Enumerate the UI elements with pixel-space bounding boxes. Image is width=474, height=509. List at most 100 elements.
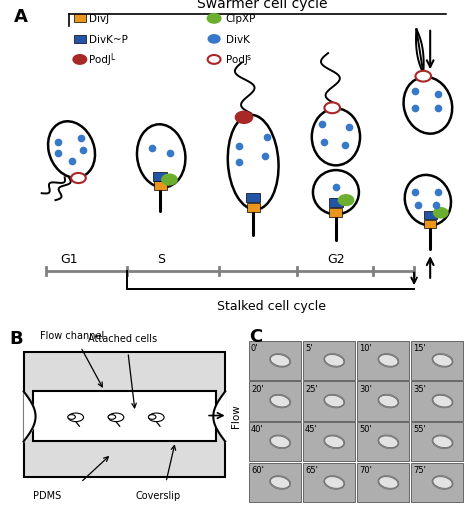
Circle shape <box>434 209 447 218</box>
Ellipse shape <box>108 415 116 419</box>
Text: 5': 5' <box>305 343 312 352</box>
FancyBboxPatch shape <box>303 463 355 502</box>
Text: G2: G2 <box>327 252 345 266</box>
Text: DivK~P: DivK~P <box>89 35 128 45</box>
FancyBboxPatch shape <box>303 341 355 380</box>
Ellipse shape <box>403 78 452 134</box>
Text: ClpXP: ClpXP <box>226 14 256 24</box>
Ellipse shape <box>271 395 290 407</box>
Bar <box>424 211 437 220</box>
Text: 15': 15' <box>413 343 426 352</box>
Bar <box>246 193 260 203</box>
FancyBboxPatch shape <box>411 382 464 421</box>
Text: 75': 75' <box>413 465 426 474</box>
Text: 55': 55' <box>413 425 426 434</box>
Circle shape <box>324 103 340 114</box>
Text: S: S <box>157 252 165 266</box>
Ellipse shape <box>149 413 164 422</box>
Ellipse shape <box>433 395 452 407</box>
Text: 65': 65' <box>305 465 318 474</box>
Ellipse shape <box>271 355 290 366</box>
Text: DivK: DivK <box>226 35 249 45</box>
Text: C: C <box>249 328 262 346</box>
Ellipse shape <box>325 355 344 366</box>
Text: Attached cells: Attached cells <box>88 333 157 344</box>
FancyBboxPatch shape <box>303 422 355 462</box>
Text: 50': 50' <box>359 425 372 434</box>
Ellipse shape <box>433 436 452 448</box>
Ellipse shape <box>68 413 83 422</box>
Bar <box>154 173 167 182</box>
Circle shape <box>236 112 252 124</box>
Ellipse shape <box>271 477 290 488</box>
Text: B: B <box>9 329 23 347</box>
FancyBboxPatch shape <box>411 463 464 502</box>
Bar <box>74 15 86 23</box>
Ellipse shape <box>405 176 451 226</box>
Ellipse shape <box>325 395 344 407</box>
Circle shape <box>339 195 354 206</box>
Text: 10': 10' <box>359 343 372 352</box>
FancyBboxPatch shape <box>357 341 410 380</box>
Text: Flow channel: Flow channel <box>40 330 105 340</box>
Text: 40': 40' <box>251 425 264 434</box>
Circle shape <box>71 174 86 184</box>
FancyBboxPatch shape <box>411 422 464 462</box>
Text: DivJ: DivJ <box>89 14 109 24</box>
FancyBboxPatch shape <box>33 392 216 441</box>
Text: Flow: Flow <box>231 404 241 428</box>
Text: L: L <box>110 53 114 62</box>
Text: 20': 20' <box>251 384 264 393</box>
Text: 60': 60' <box>251 465 264 474</box>
Circle shape <box>208 15 220 24</box>
Ellipse shape <box>433 355 452 366</box>
Text: 35': 35' <box>413 384 426 393</box>
Ellipse shape <box>325 477 344 488</box>
Text: 70': 70' <box>359 465 372 474</box>
Circle shape <box>209 36 219 44</box>
Ellipse shape <box>68 415 75 419</box>
Bar <box>424 220 436 229</box>
Bar <box>74 36 86 44</box>
Bar <box>154 182 167 191</box>
FancyBboxPatch shape <box>357 382 410 421</box>
FancyBboxPatch shape <box>357 422 410 462</box>
FancyBboxPatch shape <box>303 382 355 421</box>
Ellipse shape <box>379 395 398 407</box>
Ellipse shape <box>325 436 344 448</box>
Text: G1: G1 <box>61 252 78 266</box>
Circle shape <box>162 175 177 185</box>
Ellipse shape <box>148 415 156 419</box>
Bar <box>329 199 343 208</box>
FancyBboxPatch shape <box>249 341 301 380</box>
Ellipse shape <box>313 171 359 215</box>
FancyBboxPatch shape <box>249 382 301 421</box>
Ellipse shape <box>228 116 279 210</box>
Bar <box>247 203 260 212</box>
Text: PodJ: PodJ <box>89 55 111 65</box>
Ellipse shape <box>433 477 452 488</box>
Circle shape <box>416 72 431 82</box>
Text: PDMS: PDMS <box>33 490 62 500</box>
Text: Swarmer cell cycle: Swarmer cell cycle <box>197 0 328 11</box>
FancyBboxPatch shape <box>357 463 410 502</box>
FancyBboxPatch shape <box>411 341 464 380</box>
Text: A: A <box>14 8 28 26</box>
FancyBboxPatch shape <box>249 463 301 502</box>
FancyBboxPatch shape <box>24 352 225 477</box>
Text: PodJ: PodJ <box>226 55 247 65</box>
Ellipse shape <box>137 125 185 188</box>
Circle shape <box>73 56 86 65</box>
Text: s: s <box>247 53 251 62</box>
Ellipse shape <box>312 109 360 166</box>
Ellipse shape <box>379 477 398 488</box>
Bar <box>329 208 342 217</box>
Text: 45': 45' <box>305 425 318 434</box>
Text: Coverslip: Coverslip <box>135 490 180 500</box>
Ellipse shape <box>109 413 124 422</box>
FancyBboxPatch shape <box>249 422 301 462</box>
Ellipse shape <box>271 436 290 448</box>
Text: 0': 0' <box>251 343 258 352</box>
Circle shape <box>208 56 220 65</box>
Text: 30': 30' <box>359 384 372 393</box>
